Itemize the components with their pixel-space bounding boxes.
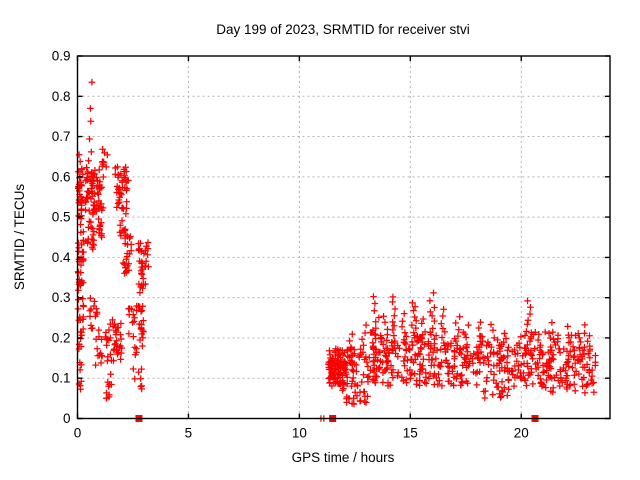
x-tick-label: 0 (74, 426, 82, 441)
x-axis-label: GPS time / hours (292, 450, 395, 465)
y-tick-label: 0.7 (52, 129, 71, 144)
y-tick-label: 0.4 (52, 250, 71, 265)
axis-ticks (76, 55, 610, 420)
y-tick-label: 0.6 (52, 169, 71, 184)
y-tick-label: 0.8 (52, 89, 71, 104)
y-tick-label: 0.2 (52, 330, 71, 345)
scatter-series (74, 78, 599, 422)
x-tick-label: 10 (292, 426, 307, 441)
y-tick-label: 0 (63, 411, 71, 426)
grid-lines (77, 56, 610, 419)
y-tick-label: 0.1 (52, 371, 71, 386)
plot-border (76, 55, 611, 420)
tick-marks-path (76, 55, 610, 420)
y-tick-label: 0.3 (52, 290, 71, 305)
y-tick-label: 0.5 (52, 210, 71, 225)
x-tick-label: 5 (185, 426, 193, 441)
x-tick-label: 15 (403, 426, 418, 441)
tick-labels: 0 5 10 15 20 0 0.1 0.2 0.3 0.4 0.5 0.6 0.7 0.8 0.9 (52, 49, 529, 441)
grid-line-path (77, 56, 610, 419)
y-axis-label: SRMTID / TECUs (12, 184, 27, 291)
border-rect (76, 55, 611, 420)
scatter-plus-markers (74, 78, 599, 422)
chart-title: Day 199 of 2023, SRMTID for receiver stv… (216, 22, 470, 37)
x-tick-label: 20 (514, 426, 529, 441)
y-tick-label: 0.9 (52, 49, 71, 64)
